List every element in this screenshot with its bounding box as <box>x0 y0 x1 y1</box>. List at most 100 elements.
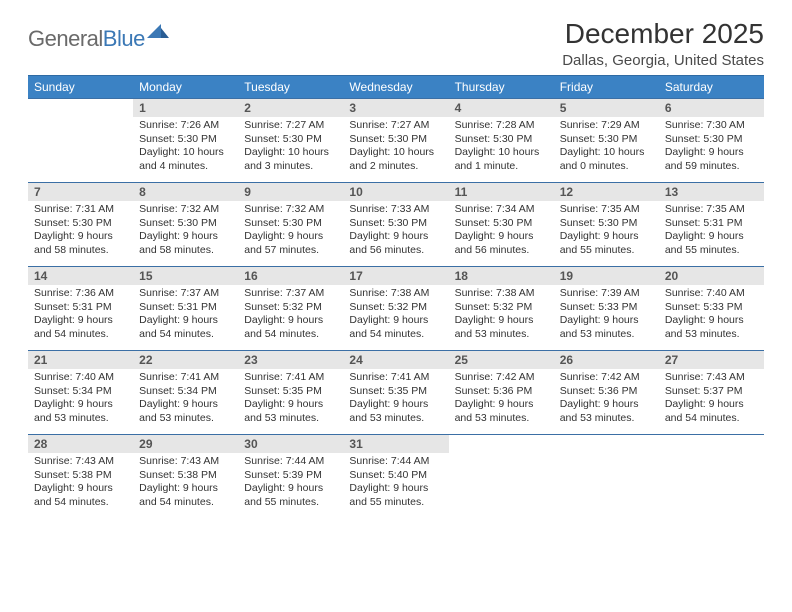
day-detail: Sunrise: 7:29 AMSunset: 5:30 PMDaylight:… <box>554 117 659 178</box>
sunset-text: Sunset: 5:30 PM <box>560 133 653 147</box>
day-detail: Sunrise: 7:42 AMSunset: 5:36 PMDaylight:… <box>449 369 554 430</box>
calendar-cell: 31 Sunrise: 7:44 AMSunset: 5:40 PMDayligh… <box>343 435 448 519</box>
sunrise-text: Sunrise: 7:42 AM <box>455 371 548 385</box>
day-detail: Sunrise: 7:27 AMSunset: 5:30 PMDaylight:… <box>343 117 448 178</box>
day-detail: Sunrise: 7:30 AMSunset: 5:30 PMDaylight:… <box>659 117 764 178</box>
day-detail: Sunrise: 7:40 AMSunset: 5:34 PMDaylight:… <box>28 369 133 430</box>
sunrise-text: Sunrise: 7:39 AM <box>560 287 653 301</box>
sunrise-text: Sunrise: 7:41 AM <box>139 371 232 385</box>
day-detail: Sunrise: 7:41 AMSunset: 5:35 PMDaylight:… <box>238 369 343 430</box>
daylight-text: Daylight: 10 hours and 0 minutes. <box>560 146 653 173</box>
sunrise-text: Sunrise: 7:29 AM <box>560 119 653 133</box>
day-number: 30 <box>238 435 343 453</box>
calendar-row: 28Sunrise: 7:43 AMSunset: 5:38 PMDayligh… <box>28 435 764 519</box>
day-number: 4 <box>449 99 554 117</box>
sunset-text: Sunset: 5:32 PM <box>349 301 442 315</box>
daylight-text: Daylight: 9 hours and 54 minutes. <box>349 314 442 341</box>
sunrise-text: Sunrise: 7:35 AM <box>665 203 758 217</box>
sunset-text: Sunset: 5:30 PM <box>665 133 758 147</box>
weekday-friday: Friday <box>554 76 659 99</box>
day-detail: Sunrise: 7:41 AMSunset: 5:35 PMDaylight:… <box>343 369 448 430</box>
sunrise-text: Sunrise: 7:41 AM <box>244 371 337 385</box>
day-detail: Sunrise: 7:39 AMSunset: 5:33 PMDaylight:… <box>554 285 659 346</box>
sunset-text: Sunset: 5:31 PM <box>665 217 758 231</box>
calendar-row: 21Sunrise: 7:40 AMSunset: 5:34 PMDayligh… <box>28 351 764 435</box>
calendar-cell: 3Sunrise: 7:27 AMSunset: 5:30 PMDaylight… <box>343 99 448 183</box>
daylight-text: Daylight: 9 hours and 54 minutes. <box>139 314 232 341</box>
daylight-text: Daylight: 9 hours and 53 minutes. <box>665 314 758 341</box>
day-detail: Sunrise: 7:43 AMSunset: 5:37 PMDaylight:… <box>659 369 764 430</box>
sunrise-text: Sunrise: 7:44 AM <box>349 455 442 469</box>
calendar-table: Sunday Monday Tuesday Wednesday Thursday… <box>28 75 764 519</box>
calendar-cell: 1Sunrise: 7:26 AMSunset: 5:30 PMDaylight… <box>133 99 238 183</box>
sunrise-text: Sunrise: 7:35 AM <box>560 203 653 217</box>
logo: GeneralBlue <box>28 24 169 53</box>
weekday-tuesday: Tuesday <box>238 76 343 99</box>
day-number: 24 <box>343 351 448 369</box>
calendar-cell: 6Sunrise: 7:30 AMSunset: 5:30 PMDaylight… <box>659 99 764 183</box>
sunset-text: Sunset: 5:39 PM <box>244 469 337 483</box>
day-number: 13 <box>659 183 764 201</box>
daylight-text: Daylight: 9 hours and 53 minutes. <box>244 398 337 425</box>
sunset-text: Sunset: 5:36 PM <box>455 385 548 399</box>
sunrise-text: Sunrise: 7:38 AM <box>455 287 548 301</box>
sunrise-text: Sunrise: 7:32 AM <box>244 203 337 217</box>
day-number: 15 <box>133 267 238 285</box>
calendar-row: 7Sunrise: 7:31 AMSunset: 5:30 PMDaylight… <box>28 183 764 267</box>
day-number: 11 <box>449 183 554 201</box>
sunrise-text: Sunrise: 7:31 AM <box>34 203 127 217</box>
sunset-text: Sunset: 5:37 PM <box>665 385 758 399</box>
day-number: 7 <box>28 183 133 201</box>
calendar-cell: 13Sunrise: 7:35 AMSunset: 5:31 PMDayligh… <box>659 183 764 267</box>
sunrise-text: Sunrise: 7:27 AM <box>349 119 442 133</box>
daylight-text: Daylight: 9 hours and 53 minutes. <box>560 398 653 425</box>
day-detail: Sunrise: 7:44 AMSunset: 5:39 PMDaylight:… <box>238 453 343 514</box>
logo-mark-icon <box>147 24 169 43</box>
daylight-text: Daylight: 10 hours and 1 minute. <box>455 146 548 173</box>
sunset-text: Sunset: 5:30 PM <box>349 217 442 231</box>
day-number: 8 <box>133 183 238 201</box>
daylight-text: Daylight: 9 hours and 55 minutes. <box>244 482 337 509</box>
sunset-text: Sunset: 5:30 PM <box>139 217 232 231</box>
sunrise-text: Sunrise: 7:43 AM <box>665 371 758 385</box>
calendar-row: 14Sunrise: 7:36 AMSunset: 5:31 PMDayligh… <box>28 267 764 351</box>
location-text: Dallas, Georgia, United States <box>562 52 764 69</box>
sunrise-text: Sunrise: 7:26 AM <box>139 119 232 133</box>
day-number: 9 <box>238 183 343 201</box>
calendar-cell: 14Sunrise: 7:36 AMSunset: 5:31 PMDayligh… <box>28 267 133 351</box>
day-number: 28 <box>28 435 133 453</box>
sunrise-text: Sunrise: 7:30 AM <box>665 119 758 133</box>
daylight-text: Daylight: 10 hours and 2 minutes. <box>349 146 442 173</box>
day-number: 23 <box>238 351 343 369</box>
day-number: 12 <box>554 183 659 201</box>
sunset-text: Sunset: 5:40 PM <box>349 469 442 483</box>
daylight-text: Daylight: 10 hours and 3 minutes. <box>244 146 337 173</box>
sunset-text: Sunset: 5:30 PM <box>455 133 548 147</box>
daylight-text: Daylight: 9 hours and 55 minutes. <box>349 482 442 509</box>
day-detail: Sunrise: 7:36 AMSunset: 5:31 PMDaylight:… <box>28 285 133 346</box>
sunset-text: Sunset: 5:32 PM <box>244 301 337 315</box>
day-number: 31 <box>343 435 448 453</box>
day-number: 19 <box>554 267 659 285</box>
calendar-cell: 5Sunrise: 7:29 AMSunset: 5:30 PMDaylight… <box>554 99 659 183</box>
calendar-cell: 27Sunrise: 7:43 AMSunset: 5:37 PMDayligh… <box>659 351 764 435</box>
weekday-monday: Monday <box>133 76 238 99</box>
calendar-cell: 12Sunrise: 7:35 AMSunset: 5:30 PMDayligh… <box>554 183 659 267</box>
sunset-text: Sunset: 5:31 PM <box>34 301 127 315</box>
day-number: 10 <box>343 183 448 201</box>
calendar-cell: 29Sunrise: 7:43 AMSunset: 5:38 PMDayligh… <box>133 435 238 519</box>
daylight-text: Daylight: 9 hours and 53 minutes. <box>455 398 548 425</box>
sunset-text: Sunset: 5:34 PM <box>34 385 127 399</box>
calendar-cell: 19Sunrise: 7:39 AMSunset: 5:33 PMDayligh… <box>554 267 659 351</box>
sunrise-text: Sunrise: 7:41 AM <box>349 371 442 385</box>
daylight-text: Daylight: 9 hours and 54 minutes. <box>34 314 127 341</box>
day-detail: Sunrise: 7:41 AMSunset: 5:34 PMDaylight:… <box>133 369 238 430</box>
calendar-cell: 25Sunrise: 7:42 AMSunset: 5:36 PMDayligh… <box>449 351 554 435</box>
daylight-text: Daylight: 9 hours and 53 minutes. <box>455 314 548 341</box>
day-detail: Sunrise: 7:37 AMSunset: 5:31 PMDaylight:… <box>133 285 238 346</box>
sunrise-text: Sunrise: 7:33 AM <box>349 203 442 217</box>
sunset-text: Sunset: 5:32 PM <box>455 301 548 315</box>
calendar-cell: 9Sunrise: 7:32 AMSunset: 5:30 PMDaylight… <box>238 183 343 267</box>
calendar-cell <box>659 435 764 519</box>
day-number: 1 <box>133 99 238 117</box>
